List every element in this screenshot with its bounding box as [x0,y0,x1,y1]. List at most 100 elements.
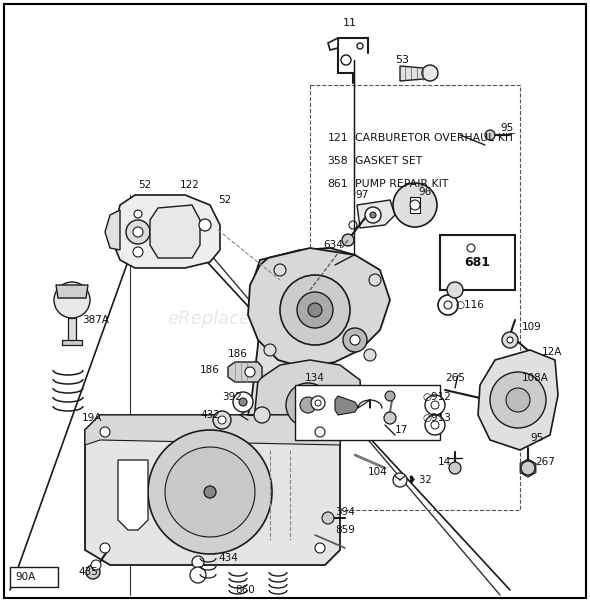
Circle shape [100,543,110,553]
Circle shape [315,400,321,406]
Polygon shape [520,459,536,477]
Circle shape [422,65,438,81]
Text: 434: 434 [218,553,238,563]
Circle shape [357,43,363,49]
Text: ○913: ○913 [422,413,451,423]
Circle shape [410,200,420,210]
Polygon shape [328,38,338,50]
Text: 17: 17 [395,425,408,435]
Polygon shape [335,396,358,415]
Circle shape [350,335,360,345]
Text: 387A: 387A [82,315,109,325]
Circle shape [393,473,407,487]
Circle shape [315,427,325,437]
Circle shape [274,264,286,276]
Text: 11: 11 [343,18,357,28]
Circle shape [148,430,272,554]
Circle shape [393,183,437,227]
Circle shape [54,282,90,318]
Polygon shape [357,200,395,228]
Text: 267: 267 [535,457,555,467]
Circle shape [449,462,461,474]
Text: 859: 859 [335,525,355,535]
Circle shape [485,130,495,140]
Text: 95: 95 [500,123,513,133]
Text: 861: 861 [327,179,348,189]
Text: 97: 97 [355,190,368,200]
Text: 134: 134 [305,373,325,383]
Text: ○116: ○116 [455,300,484,310]
Circle shape [370,212,376,218]
Circle shape [213,411,231,429]
Circle shape [239,398,247,406]
Text: 394: 394 [335,507,355,517]
Text: 392: 392 [222,392,242,402]
Circle shape [385,391,395,401]
Bar [10,567,58,587]
Circle shape [506,388,530,412]
Text: 14: 14 [438,457,451,467]
Polygon shape [56,285,88,298]
Circle shape [100,427,110,437]
Circle shape [199,219,211,231]
Polygon shape [245,248,372,460]
Polygon shape [118,460,148,530]
Text: 96: 96 [418,187,431,197]
Circle shape [165,447,255,537]
Circle shape [438,295,458,315]
Polygon shape [85,415,340,565]
Circle shape [341,55,351,65]
Text: 12A: 12A [542,347,562,357]
Text: 109: 109 [522,322,542,332]
Circle shape [297,292,333,328]
Circle shape [343,328,367,352]
Circle shape [515,390,525,400]
Text: 104: 104 [368,467,388,477]
Circle shape [126,220,150,244]
Circle shape [521,461,535,475]
Text: 108A: 108A [522,373,549,383]
Circle shape [349,221,357,229]
Circle shape [245,367,255,377]
Bar [295,385,440,440]
Circle shape [507,337,513,343]
Circle shape [425,395,445,415]
Polygon shape [410,197,420,213]
Circle shape [425,415,445,435]
Polygon shape [510,380,548,415]
Text: 52: 52 [139,180,152,190]
Circle shape [342,234,354,246]
Text: 52: 52 [218,195,231,205]
Circle shape [365,207,381,223]
Text: eReplacementParts.com: eReplacementParts.com [168,310,387,328]
Text: ○912: ○912 [422,392,451,402]
Text: CARBURETOR OVERHAUL KIT: CARBURETOR OVERHAUL KIT [355,134,515,143]
Text: 95: 95 [530,433,543,443]
Circle shape [535,420,545,430]
Circle shape [286,383,330,427]
Text: 53: 53 [395,55,409,65]
Circle shape [204,486,216,498]
Circle shape [233,392,253,412]
Text: 121: 121 [327,134,348,143]
Bar [68,318,76,343]
Circle shape [133,247,143,257]
Text: 122: 122 [180,180,200,190]
Polygon shape [85,415,340,445]
Circle shape [192,556,204,568]
Circle shape [311,396,325,410]
Circle shape [431,401,439,409]
Text: 681: 681 [464,256,490,270]
Circle shape [133,227,143,237]
Polygon shape [400,66,435,81]
Circle shape [134,210,142,218]
Text: ❥ 32: ❥ 32 [408,475,432,485]
Text: GASKET SET: GASKET SET [355,157,422,166]
Text: PUMP REPAIR KIT: PUMP REPAIR KIT [355,179,449,189]
Text: 634: 634 [323,240,343,250]
Circle shape [467,244,475,252]
Circle shape [300,397,316,413]
Text: 358: 358 [327,157,348,166]
Circle shape [254,407,270,423]
Circle shape [315,543,325,553]
